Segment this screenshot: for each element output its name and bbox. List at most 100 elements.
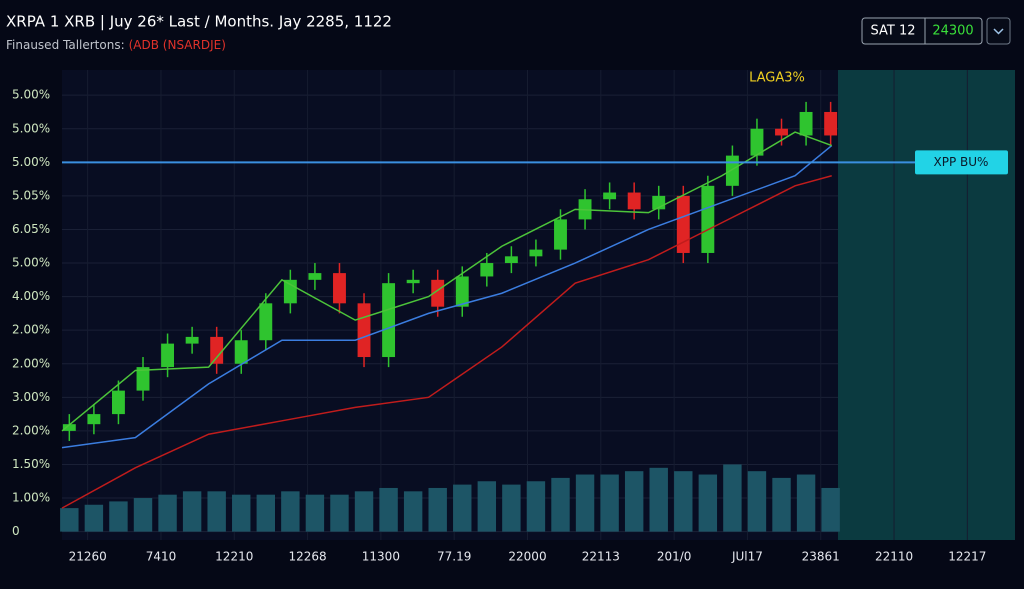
volume-bar: [624, 471, 644, 532]
annotation: LAGA3%: [749, 71, 805, 86]
y-tick-label: 0: [12, 524, 20, 538]
candle-body: [603, 192, 617, 200]
badge-label: SAT 12: [871, 24, 916, 39]
x-tick-label: 21260: [69, 550, 107, 564]
price-line-tag: [915, 150, 1008, 175]
volume-bar: [256, 494, 276, 532]
y-tick-label: 5.05%: [12, 188, 50, 202]
candle-body: [799, 111, 813, 136]
volume-bar: [575, 474, 595, 532]
candle-body: [161, 343, 175, 368]
moving-average-line: [61, 175, 832, 509]
volume-bar: [477, 481, 497, 532]
price-line-label: XPP BU%: [934, 155, 989, 169]
candle-body: [676, 195, 690, 253]
candle-body: [87, 414, 101, 425]
volume-bar: [403, 491, 423, 532]
volume-bar: [182, 491, 202, 532]
candle-body: [554, 219, 567, 250]
volume-bar: [330, 494, 349, 532]
volume-bar: [723, 464, 742, 532]
plot-area: [62, 70, 838, 540]
candle-body: [627, 192, 641, 210]
x-tick-label: 7410: [146, 550, 177, 564]
volume-bar: [232, 494, 251, 532]
volume-bar: [428, 487, 447, 532]
candle-body: [259, 303, 273, 341]
x-tick-label: 12217: [948, 550, 986, 564]
volume-bar: [502, 484, 521, 532]
volume-bar: [158, 494, 177, 532]
y-tick-label: 2.00%: [12, 423, 50, 437]
volume-bar: [551, 477, 570, 532]
x-tick-label: JUl17: [731, 550, 763, 564]
y-tick-label: 5.00%: [12, 256, 50, 270]
title: XRPA 1 XRB | Juy 26* Last / Months. Jay …: [6, 13, 392, 31]
candle-body: [701, 185, 715, 253]
subtitle-text: Finaused Tallertons:: [6, 38, 125, 52]
candle-body: [431, 279, 445, 307]
y-tick-label: 4.00%: [12, 289, 50, 303]
candle-body: [382, 283, 396, 358]
volume-bar: [649, 467, 668, 532]
y-tick-label: 5.00%: [12, 155, 50, 169]
volume-bar: [84, 504, 104, 532]
badge-value: 24300: [932, 24, 973, 39]
x-tick-label: 12210: [215, 550, 253, 564]
dropdown-button[interactable]: [986, 17, 1011, 45]
x-tick-label: 77.19: [437, 550, 471, 564]
candle-body: [357, 303, 371, 358]
moving-average-line: [61, 144, 833, 449]
badge[interactable]: [861, 17, 983, 45]
moving-average-line: [61, 131, 832, 432]
candle-body: [750, 128, 764, 156]
volume-bar: [281, 491, 300, 532]
candle-body: [283, 279, 297, 304]
volume-bar: [453, 484, 472, 532]
candle-body: [455, 276, 469, 307]
x-tick-label: 23861: [802, 550, 840, 564]
chevron-icon: [993, 28, 1004, 35]
candle-body: [308, 273, 322, 280]
y-tick-label: 3.00%: [12, 390, 50, 404]
candle-body: [112, 390, 125, 415]
y-tick-label: 2.00%: [12, 323, 50, 337]
x-tick-label: 12268: [288, 550, 326, 564]
subtitle-highlight: (ADB (NSARDJE): [129, 38, 226, 52]
y-tick-label: 6.05%: [12, 222, 50, 236]
volume-bar: [698, 474, 718, 532]
y-tick-label: 5.00%: [12, 121, 50, 135]
volume-bar: [600, 474, 619, 532]
volume-bar: [207, 491, 226, 532]
x-tick-label: 201/0: [657, 550, 692, 564]
volume-bar: [379, 487, 398, 532]
candle-body: [234, 340, 248, 364]
candle-body: [824, 111, 838, 136]
volume-bar: [747, 471, 767, 532]
subtitle: Finaused Tallertons: (ADB (NSARDJE): [6, 38, 226, 52]
volume-bar: [305, 494, 325, 532]
future-region: [838, 70, 1015, 540]
volume-bar: [772, 477, 791, 532]
candle-body: [529, 249, 543, 257]
x-tick-label: 22113: [582, 550, 620, 564]
volume-bar: [60, 508, 79, 532]
x-tick-label: 11300: [362, 550, 400, 564]
candle-body: [333, 273, 346, 304]
volume-bar: [354, 491, 374, 532]
y-tick-label: 5.00%: [12, 88, 50, 102]
volume-bar: [109, 501, 128, 532]
x-tick-label: 22110: [875, 550, 913, 564]
y-tick-label: 2.00%: [12, 356, 50, 370]
volume-bar: [821, 487, 840, 532]
candle-body: [62, 424, 76, 431]
candle-body: [136, 367, 150, 391]
volume-bar: [796, 474, 816, 532]
x-tick-label: 22000: [508, 550, 546, 564]
y-tick-label: 1.00%: [12, 491, 50, 505]
candle-body: [775, 128, 788, 136]
candle-body: [210, 336, 224, 364]
candle-body: [725, 155, 739, 186]
y-tick-label: 1.50%: [12, 457, 50, 471]
